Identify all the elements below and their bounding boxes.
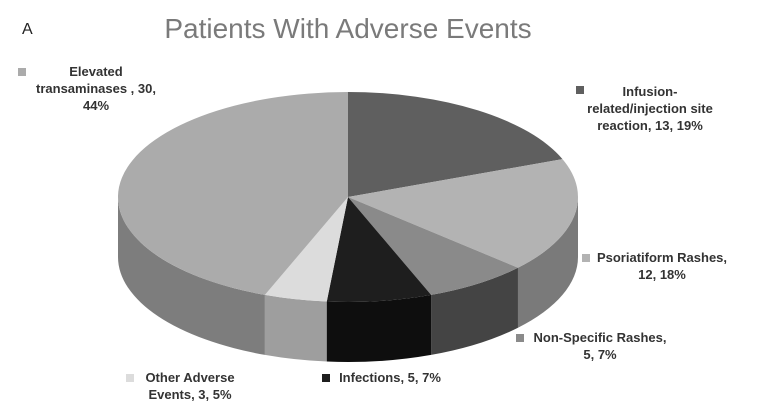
pie-slice-elevated-transaminases — [117, 92, 348, 295]
slice-label-line: Psoriatiform Rashes, — [597, 250, 727, 265]
slice-label-line: transaminases , 30, — [36, 81, 156, 96]
panel-label: A — [22, 21, 33, 38]
pie-side-psoriatiform-rashes — [517, 197, 578, 328]
slice-label-line: 5, 7% — [583, 347, 617, 362]
slice-label-other-adverse-events: Other Adverse Events, 3, 5% — [145, 370, 234, 402]
pie-slice-non-specific-rashes — [348, 197, 518, 295]
slice-labels: Infusion-related/injection site reaction,… — [18, 64, 727, 402]
legend-marker-psoriatiform-rashes — [582, 254, 590, 262]
pie-side-elevated-transaminases — [118, 197, 265, 355]
pie-slice-infections — [326, 197, 432, 302]
slice-label-line: 12, 18% — [638, 267, 686, 282]
legend-marker-non-specific-rashes — [516, 334, 524, 342]
slice-label-line: Other Adverse — [145, 370, 234, 385]
slice-label-infusion-related-injection-site-reaction: Infusion-related/injection site reaction,… — [587, 84, 713, 133]
slice-label-non-specific-rashes: Non-Specific Rashes, 5, 7% — [534, 330, 667, 362]
slice-label-line: Infusion- — [623, 84, 678, 99]
legend-marker-elevated-transaminases — [18, 68, 26, 76]
legend-marker-infusion-related-injection-site-reaction — [576, 86, 584, 94]
slice-label-line: Infections, 5, 7% — [339, 370, 441, 385]
chart-title: Patients With Adverse Events — [164, 13, 531, 44]
slice-label-line: reaction, 13, 19% — [597, 118, 703, 133]
pie-slice-other-adverse-events — [264, 197, 348, 302]
slice-label-infections: Infections, 5, 7% — [339, 370, 441, 385]
slice-label-line: Non-Specific Rashes, — [534, 330, 667, 345]
slice-label-elevated-transaminases: Elevated transaminases , 30, 44% — [36, 64, 156, 113]
pie-slice-infusion-related-injection-site-reaction — [348, 92, 563, 197]
pie-tops — [117, 92, 579, 302]
slice-label-line: Elevated — [69, 64, 123, 79]
slice-label-line: 44% — [83, 98, 109, 113]
slice-label-line: related/injection site — [587, 101, 713, 116]
slice-label-line: Events, 3, 5% — [148, 387, 232, 402]
pie-side-infections — [326, 294, 432, 362]
pie-side-other-adverse-events — [264, 294, 327, 362]
pie-slice-psoriatiform-rashes — [348, 159, 579, 268]
pie-side-non-specific-rashes — [431, 267, 518, 355]
legend-marker-infections — [322, 374, 330, 382]
slice-label-psoriatiform-rashes: Psoriatiform Rashes, 12, 18% — [597, 250, 727, 282]
legend-marker-other-adverse-events — [126, 374, 134, 382]
pie-sides — [118, 197, 578, 362]
